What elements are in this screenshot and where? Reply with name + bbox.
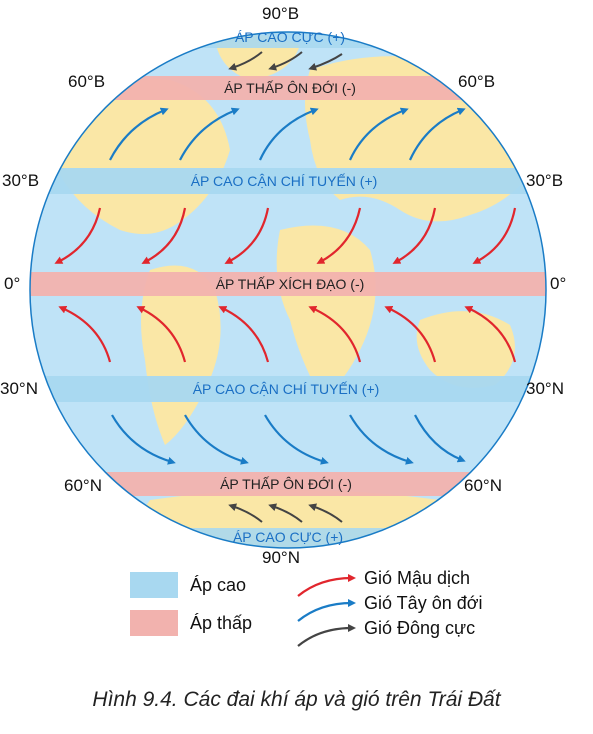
lat-label-60n-left: 60°B [68,72,106,91]
lat-label-30s-right: 30°N [526,379,564,398]
wind-arrow [109,107,169,161]
wind-arrow [58,305,112,363]
wind-arrow [308,53,343,71]
wind-arrow [224,207,270,264]
land-australia [416,311,515,388]
trade-winds-north [54,207,517,264]
globe-diagram [29,31,547,647]
wind-arrow [316,207,362,264]
wind-arrow [384,306,437,363]
westerlies-north [109,107,466,161]
trade-winds-south [58,305,517,363]
legend-westerlies-label: Gió Tây ôn đới [364,593,483,613]
wind-arrow [258,107,319,161]
belt-south-subtropical-high [30,376,546,402]
belt-label-equatorial-low: ÁP THẤP XÍCH ĐẠO (-) [215,276,365,292]
wind-arrow [268,51,303,71]
legend-westerlies-arrow [297,599,356,622]
lat-label-30s-left: 30°N [0,379,38,398]
wind-arrow [349,414,414,465]
lat-label-equator-left: 0° [4,274,21,293]
land-africa [276,225,376,395]
figure-caption: Hình 9.4. Các đai khí áp và gió trên Trá… [92,688,501,711]
lat-label-90n: 90°B [262,4,300,23]
wind-arrow [308,305,362,363]
legend-polar-easterlies-label: Gió Đông cực [364,618,476,638]
wind-arrow [472,207,517,264]
legend-polar-easterlies-arrow [297,624,356,647]
legend-low-swatch [130,610,178,636]
wind-arrow [184,414,249,465]
wind-arrow [228,503,263,523]
wind-arrow [179,107,240,161]
belt-label-north-subtropical-high: ÁP CAO CẬN CHÍ TUYẾN (+) [190,173,378,189]
legend-low-label: Áp thấp [190,613,253,633]
legend-trade-wind-label: Gió Mậu dịch [364,568,471,588]
belt-north-subtropical-high [30,168,546,194]
legend-trade-wind-arrow [297,574,356,597]
wind-arrow [136,306,187,363]
wind-arrow [268,503,303,523]
lat-label-60s-left: 60°N [64,476,102,495]
lat-label-equator-right: 0° [550,274,567,293]
lat-label-60s-right: 60°N [464,476,502,495]
lat-label-90s: 90°N [262,548,300,567]
belt-label-south-subpolar-low: ÁP THẤP ÔN ĐỚI (-) [220,476,352,492]
globe-outline [29,31,547,549]
wind-arrow [141,207,187,264]
polar-easterlies-north [228,51,343,71]
wind-arrow [54,207,102,264]
lat-label-30n-right: 30°B [526,171,564,190]
wind-arrow [218,306,270,363]
wind-arrow [408,107,466,161]
lat-label-60n-right: 60°B [458,72,496,91]
wind-arrow [392,207,437,264]
polar-easterlies-south [228,503,343,523]
wind-arrow [264,414,329,465]
lat-label-30n-left: 30°B [2,171,40,190]
wind-arrow [111,414,176,465]
belt-equatorial-low [30,272,546,296]
wind-arrow [414,414,466,463]
wind-arrow [348,107,409,161]
legend-high-label: Áp cao [190,575,247,595]
legend-arrows [297,574,356,647]
westerlies-south [111,414,466,465]
wind-arrow [464,306,517,363]
belt-label-south-polar-high: ÁP CAO CỰC (+) [232,529,344,545]
belt-label-north-polar-high: ÁP CAO CỰC (+) [234,29,346,45]
wind-arrow [228,51,263,71]
belt-label-south-subtropical-high: ÁP CAO CẬN CHÍ TUYẾN (+) [192,381,380,397]
belt-label-north-subpolar-low: ÁP THẤP ÔN ĐỚI (-) [224,80,356,96]
wind-arrow [308,503,343,523]
legend-high-swatch [130,572,178,598]
